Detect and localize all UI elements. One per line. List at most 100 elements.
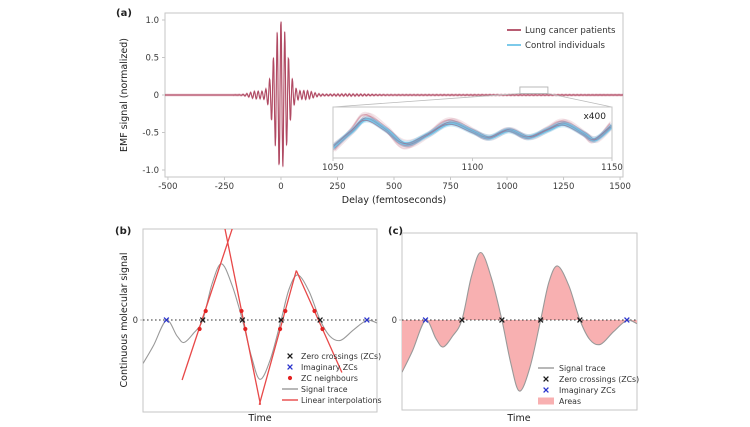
zero-crossing-marker [317,317,323,323]
zoom-connector-left [332,93,520,108]
imaginary-zc-marker [364,317,370,323]
emf-trace-main [165,21,623,167]
zero-crossing-marker [278,317,284,323]
zero-crossing-marker [537,317,544,323]
zc-neighbour-dot [312,308,317,314]
legend-c-zc-label: Zero crossings (ZCs) [559,375,639,384]
a-ytick-label: -0.5 [142,129,159,139]
legend-b-zc-marker [287,353,293,359]
inset-control-curve [333,116,612,146]
zc-neighbour-dot [278,326,283,332]
legend-b-trace-label: Signal trace [301,385,348,394]
zc-neighbour-dot [239,308,244,314]
a-ytick-label: 1.0 [145,16,159,26]
panel-c-label: (c) [388,226,403,237]
c-signal-trace [402,251,637,392]
legend-c-izc-marker [543,387,549,393]
a-ytick-label: 0.5 [145,54,159,64]
zero-crossing-marker [577,317,583,323]
panel-b-xlabel: Time [247,413,271,423]
panel-a-legend: Lung cancer patients Control individuals [507,26,616,51]
zc-neighbour-dot [243,326,248,332]
inset-control-curve [333,120,612,151]
legend-b-izc-marker [287,364,293,370]
legend-c-trace-label: Signal trace [559,364,606,373]
legend-c-area-label: Areas [559,397,581,406]
a-xtick-label: 250 [329,182,345,192]
panel-b-ylabel: Continuous molecular signal [119,253,130,388]
panel-c-xlabel: Time [506,413,530,423]
linear-interpolation-line [258,270,297,405]
panel-b: 0 (b) Continuous molecular signal Time Z… [115,226,382,424]
panel-b-ytick-labels: 0 [133,316,143,326]
zoom-link [332,86,613,108]
zc-neighbour-dot [203,308,208,314]
inset-cancer-curve [333,119,611,148]
c-area [402,252,637,392]
zc-neighbour-dot [197,326,202,332]
legend-b-interp-label: Linear interpolations [301,396,382,405]
legend-c-zc-marker [543,376,549,382]
imaginary-zc-marker [422,317,429,323]
a-xtick-label: 0 [278,182,283,192]
inset-cancer-curve [333,117,612,148]
panel-c-legend: Signal trace Zero crossings (ZCs) Imagin… [538,364,639,406]
a-xtick-label: 1000 [496,182,518,192]
zc-neighbour-dot [320,326,325,332]
legend-b-neighbour-label: ZC neighbours [301,374,358,383]
inset-cancer-curve [334,115,612,149]
inset-xtick-label: 1150 [601,163,623,173]
zero-crossing-marker [239,317,246,323]
legend-c-izc-label: Imaginary ZCs [559,386,616,395]
emf-trace-ghost1 [165,22,623,168]
a-xtick-label: -250 [215,182,234,192]
a-ytick-label: -1.0 [142,166,159,176]
zoom-connector-right [547,93,613,108]
panel-a-ylabel: EMF signal (normalized) [119,38,130,152]
legend-c-area-swatch [538,397,554,405]
zc-neighbour-dot [283,308,288,314]
a-ytick-label: 0 [154,91,159,101]
b-ytick-label: 0 [133,316,138,326]
inset-xtick-label: 1100 [462,163,484,173]
zoom-source-rect [519,86,549,94]
inset-control-curve [333,117,612,149]
b-signal-trace [143,263,377,380]
a-xtick-label: 750 [442,182,458,192]
legend-b-zc-label: Zero crossings (ZCs) [301,352,381,361]
imaginary-zc-marker [624,317,630,323]
legend-b-neighbour-marker [287,375,293,381]
inset-ticks: 1050 1100 1150 [322,158,623,173]
a-xtick-label: 1500 [609,182,631,192]
zero-crossing-marker [199,317,206,323]
a-xtick-label: 500 [386,182,402,192]
linear-interpolation-line [224,229,262,405]
c-ytick-label: 0 [392,316,397,326]
panel-a: -500 -250 0 250 500 750 1000 1250 1500 1.0 0.5 0 -0… [116,8,631,206]
panel-b-legend: Zero crossings (ZCs) Imaginary ZCs ZC ne… [282,352,382,405]
panel-a-xtick-labels: -500 -250 0 250 500 750 1000 1250 1500 [158,177,631,192]
inset: 1050 1100 1150 x400 [322,106,623,173]
legend-a-cancer-label: Lung cancer patients [525,26,616,36]
inset-magnification: x400 [583,112,606,122]
panel-a-ytick-labels: 1.0 0.5 0 -0.5 -1.0 [142,16,165,176]
c-markers [422,317,630,323]
panel-b-label: (b) [115,226,131,237]
zero-crossing-marker [499,317,505,323]
zero-crossing-marker [459,317,465,323]
panel-a-xlabel: Delay (femtoseconds) [342,195,447,206]
legend-a-control-label: Control individuals [525,41,606,51]
b-markers [163,308,370,332]
inset-cancer-curve [333,119,611,146]
linear-interpolation-line [181,229,233,381]
legend-b-izc-label: Imaginary ZCs [301,363,358,372]
panel-a-label: (a) [116,8,132,19]
panel-c-ytick-labels: 0 [392,316,402,326]
inset-curves [333,111,612,153]
inset-xtick-label: 1050 [322,163,344,173]
imaginary-zc-marker [163,317,170,323]
a-xtick-label: 1250 [553,182,575,192]
panel-c: 0 (c) Time Signal trace Zero crossings (… [388,226,639,424]
